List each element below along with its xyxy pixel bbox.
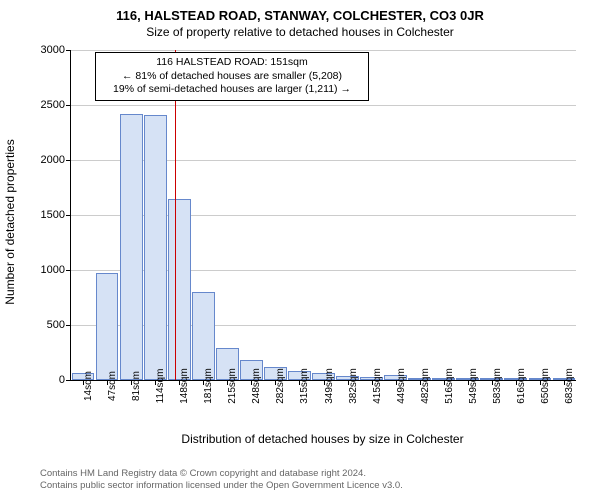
xtick-label: 47sqm [107, 371, 118, 401]
xtick-label: 683sqm [564, 368, 575, 404]
annotation-line-3: 19% of semi-detached houses are larger (… [102, 83, 362, 97]
ytick-mark [66, 160, 71, 161]
ytick-label: 2500 [41, 99, 65, 111]
gridline [71, 105, 576, 106]
histogram-bar [168, 199, 191, 381]
xtick-label: 315sqm [299, 368, 310, 404]
ytick-label: 1000 [41, 264, 65, 276]
chart-title: 116, HALSTEAD ROAD, STANWAY, COLCHESTER,… [0, 0, 600, 23]
chart-subtitle: Size of property relative to detached ho… [0, 25, 600, 39]
xtick-label: 382sqm [348, 368, 359, 404]
xtick-label: 650sqm [540, 368, 551, 404]
xtick-label: 415sqm [372, 368, 383, 404]
xtick-label: 516sqm [444, 368, 455, 404]
histogram-bar [144, 115, 167, 380]
footer-attribution: Contains HM Land Registry data © Crown c… [40, 468, 403, 493]
ytick-label: 2000 [41, 154, 65, 166]
xtick-label: 14sqm [83, 371, 94, 401]
histogram-bar [120, 114, 143, 380]
xtick-label: 449sqm [396, 368, 407, 404]
xtick-label: 114sqm [155, 369, 166, 404]
annotation-box: 116 HALSTEAD ROAD: 151sqm ← 81% of detac… [95, 52, 369, 101]
gridline [71, 50, 576, 51]
ytick-mark [66, 380, 71, 381]
xtick-label: 549sqm [468, 368, 479, 404]
histogram-bar [192, 292, 215, 380]
ytick-mark [66, 215, 71, 216]
ytick-label: 3000 [41, 44, 65, 56]
xtick-label: 349sqm [324, 368, 335, 404]
ytick-mark [66, 105, 71, 106]
ytick-mark [66, 270, 71, 271]
annotation-line-1: 116 HALSTEAD ROAD: 151sqm [102, 56, 362, 70]
annotation-line-2: ← 81% of detached houses are smaller (5,… [102, 70, 362, 84]
ytick-label: 1500 [41, 209, 65, 221]
xtick-label: 616sqm [516, 368, 527, 404]
x-axis-label: Distribution of detached houses by size … [70, 432, 575, 446]
ytick-mark [66, 50, 71, 51]
xtick-label: 181sqm [203, 368, 214, 404]
xtick-label: 583sqm [492, 368, 503, 404]
footer-line-1: Contains HM Land Registry data © Crown c… [40, 468, 403, 480]
ytick-label: 0 [59, 374, 65, 386]
ytick-label: 500 [47, 319, 65, 331]
chart-container: 116, HALSTEAD ROAD, STANWAY, COLCHESTER,… [0, 0, 600, 500]
xtick-label: 81sqm [131, 371, 142, 401]
histogram-bar [96, 273, 119, 380]
xtick-label: 148sqm [179, 368, 190, 404]
xtick-label: 482sqm [420, 368, 431, 404]
xtick-label: 248sqm [251, 368, 262, 404]
xtick-label: 215sqm [227, 368, 238, 404]
ytick-mark [66, 325, 71, 326]
xtick-label: 282sqm [275, 368, 286, 404]
y-axis-label: Number of detached properties [3, 122, 17, 322]
footer-line-2: Contains public sector information licen… [40, 480, 403, 492]
